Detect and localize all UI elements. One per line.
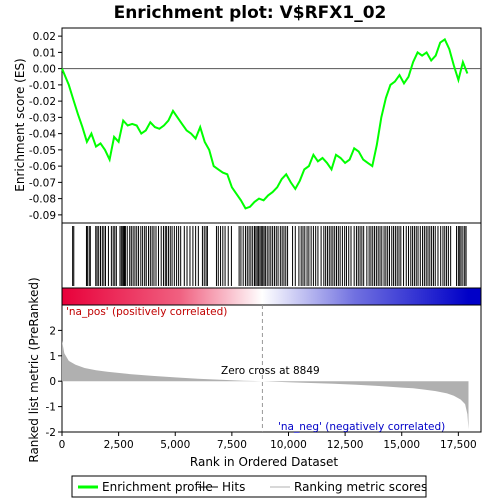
x-tick-label: 15,000 — [383, 439, 420, 451]
metric-y-tick-label: 1 — [49, 351, 56, 363]
es-y-tick-label: 0.01 — [33, 47, 56, 59]
es-y-tick-label: -0.02 — [29, 96, 56, 108]
legend-label: Enrichment profile — [102, 480, 213, 494]
x-tick-label: 7,500 — [217, 439, 247, 451]
enrichment-score-panel: 0.02 0.01 0.00 -0.01 -0.02 -0.03 -0.04 -0.05 -0.… — [29, 27, 482, 224]
x-tick-label: 5,000 — [160, 439, 190, 451]
metric-y-tick-label: 2 — [49, 325, 56, 337]
ranking-metric-area — [62, 340, 469, 430]
es-y-tick-label: -0.08 — [29, 194, 56, 206]
x-axis-ticks: 0 2,500 5,000 7,500 10,000 12,500 15,000 17,500 — [59, 432, 477, 451]
x-axis-label: Rank in Ordered Dataset — [190, 455, 338, 469]
metric-panel-frame — [61, 304, 482, 433]
hit-markers — [72, 226, 467, 286]
es-y-ticks: 0.02 0.01 0.00 -0.01 -0.02 -0.03 -0.04 -0.05 -0.… — [29, 31, 62, 222]
es-y-tick-label: -0.03 — [29, 112, 56, 124]
legend-box — [71, 475, 427, 498]
rank-color-bar — [61, 287, 482, 306]
positive-correlation-label: 'na_pos' (positively correlated) — [66, 306, 227, 318]
chart-title: Enrichment plot: V$RFX1_02 — [114, 3, 387, 23]
metric-y-tick-label: -1 — [46, 402, 56, 414]
legend-label: Ranking metric scores — [294, 480, 427, 494]
x-tick-label: 17,500 — [440, 439, 477, 451]
x-tick-label: 0 — [59, 439, 66, 451]
legend: Enrichment profile Hits Ranking metric sco… — [71, 475, 427, 498]
enrichment-profile-line — [61, 37, 469, 210]
metric-y-tick-label: -2 — [46, 427, 56, 439]
es-y-tick-label: -0.07 — [29, 177, 56, 189]
es-y-tick-label: -0.06 — [29, 161, 56, 173]
es-y-tick-label: 0.00 — [33, 64, 56, 76]
x-tick-label: 12,500 — [327, 439, 364, 451]
es-y-tick-label: 0.02 — [33, 31, 56, 43]
negative-correlation-label: 'na_neg' (negatively correlated) — [278, 421, 445, 433]
metric-y-ticks: 2 1 0 -1 -2 — [46, 325, 62, 439]
x-tick-label: 10,000 — [270, 439, 307, 451]
es-y-axis-label: Enrichment score (ES) — [13, 58, 27, 191]
metric-y-tick-label: 0 — [49, 376, 56, 388]
es-y-tick-label: -0.01 — [29, 80, 56, 92]
legend-label: Hits — [222, 480, 245, 494]
zero-cross-label: Zero cross at 8849 — [221, 365, 320, 377]
es-y-tick-label: -0.04 — [29, 129, 56, 141]
rank-color-gradient — [61, 287, 482, 306]
legend-items: Enrichment profile Hits Ranking metric sco… — [78, 480, 427, 494]
hits-panel — [61, 222, 482, 289]
es-panel-frame — [61, 27, 482, 224]
x-tick-label: 2,500 — [104, 439, 134, 451]
metric-y-axis-label: Ranked list metric (PreRanked) — [27, 277, 41, 462]
es-y-tick-label: -0.05 — [29, 145, 56, 157]
ranked-metric-panel: 2 1 0 -1 -2 'na_pos' (positively correlated)… — [46, 304, 482, 439]
es-y-tick-label: -0.09 — [29, 210, 56, 222]
